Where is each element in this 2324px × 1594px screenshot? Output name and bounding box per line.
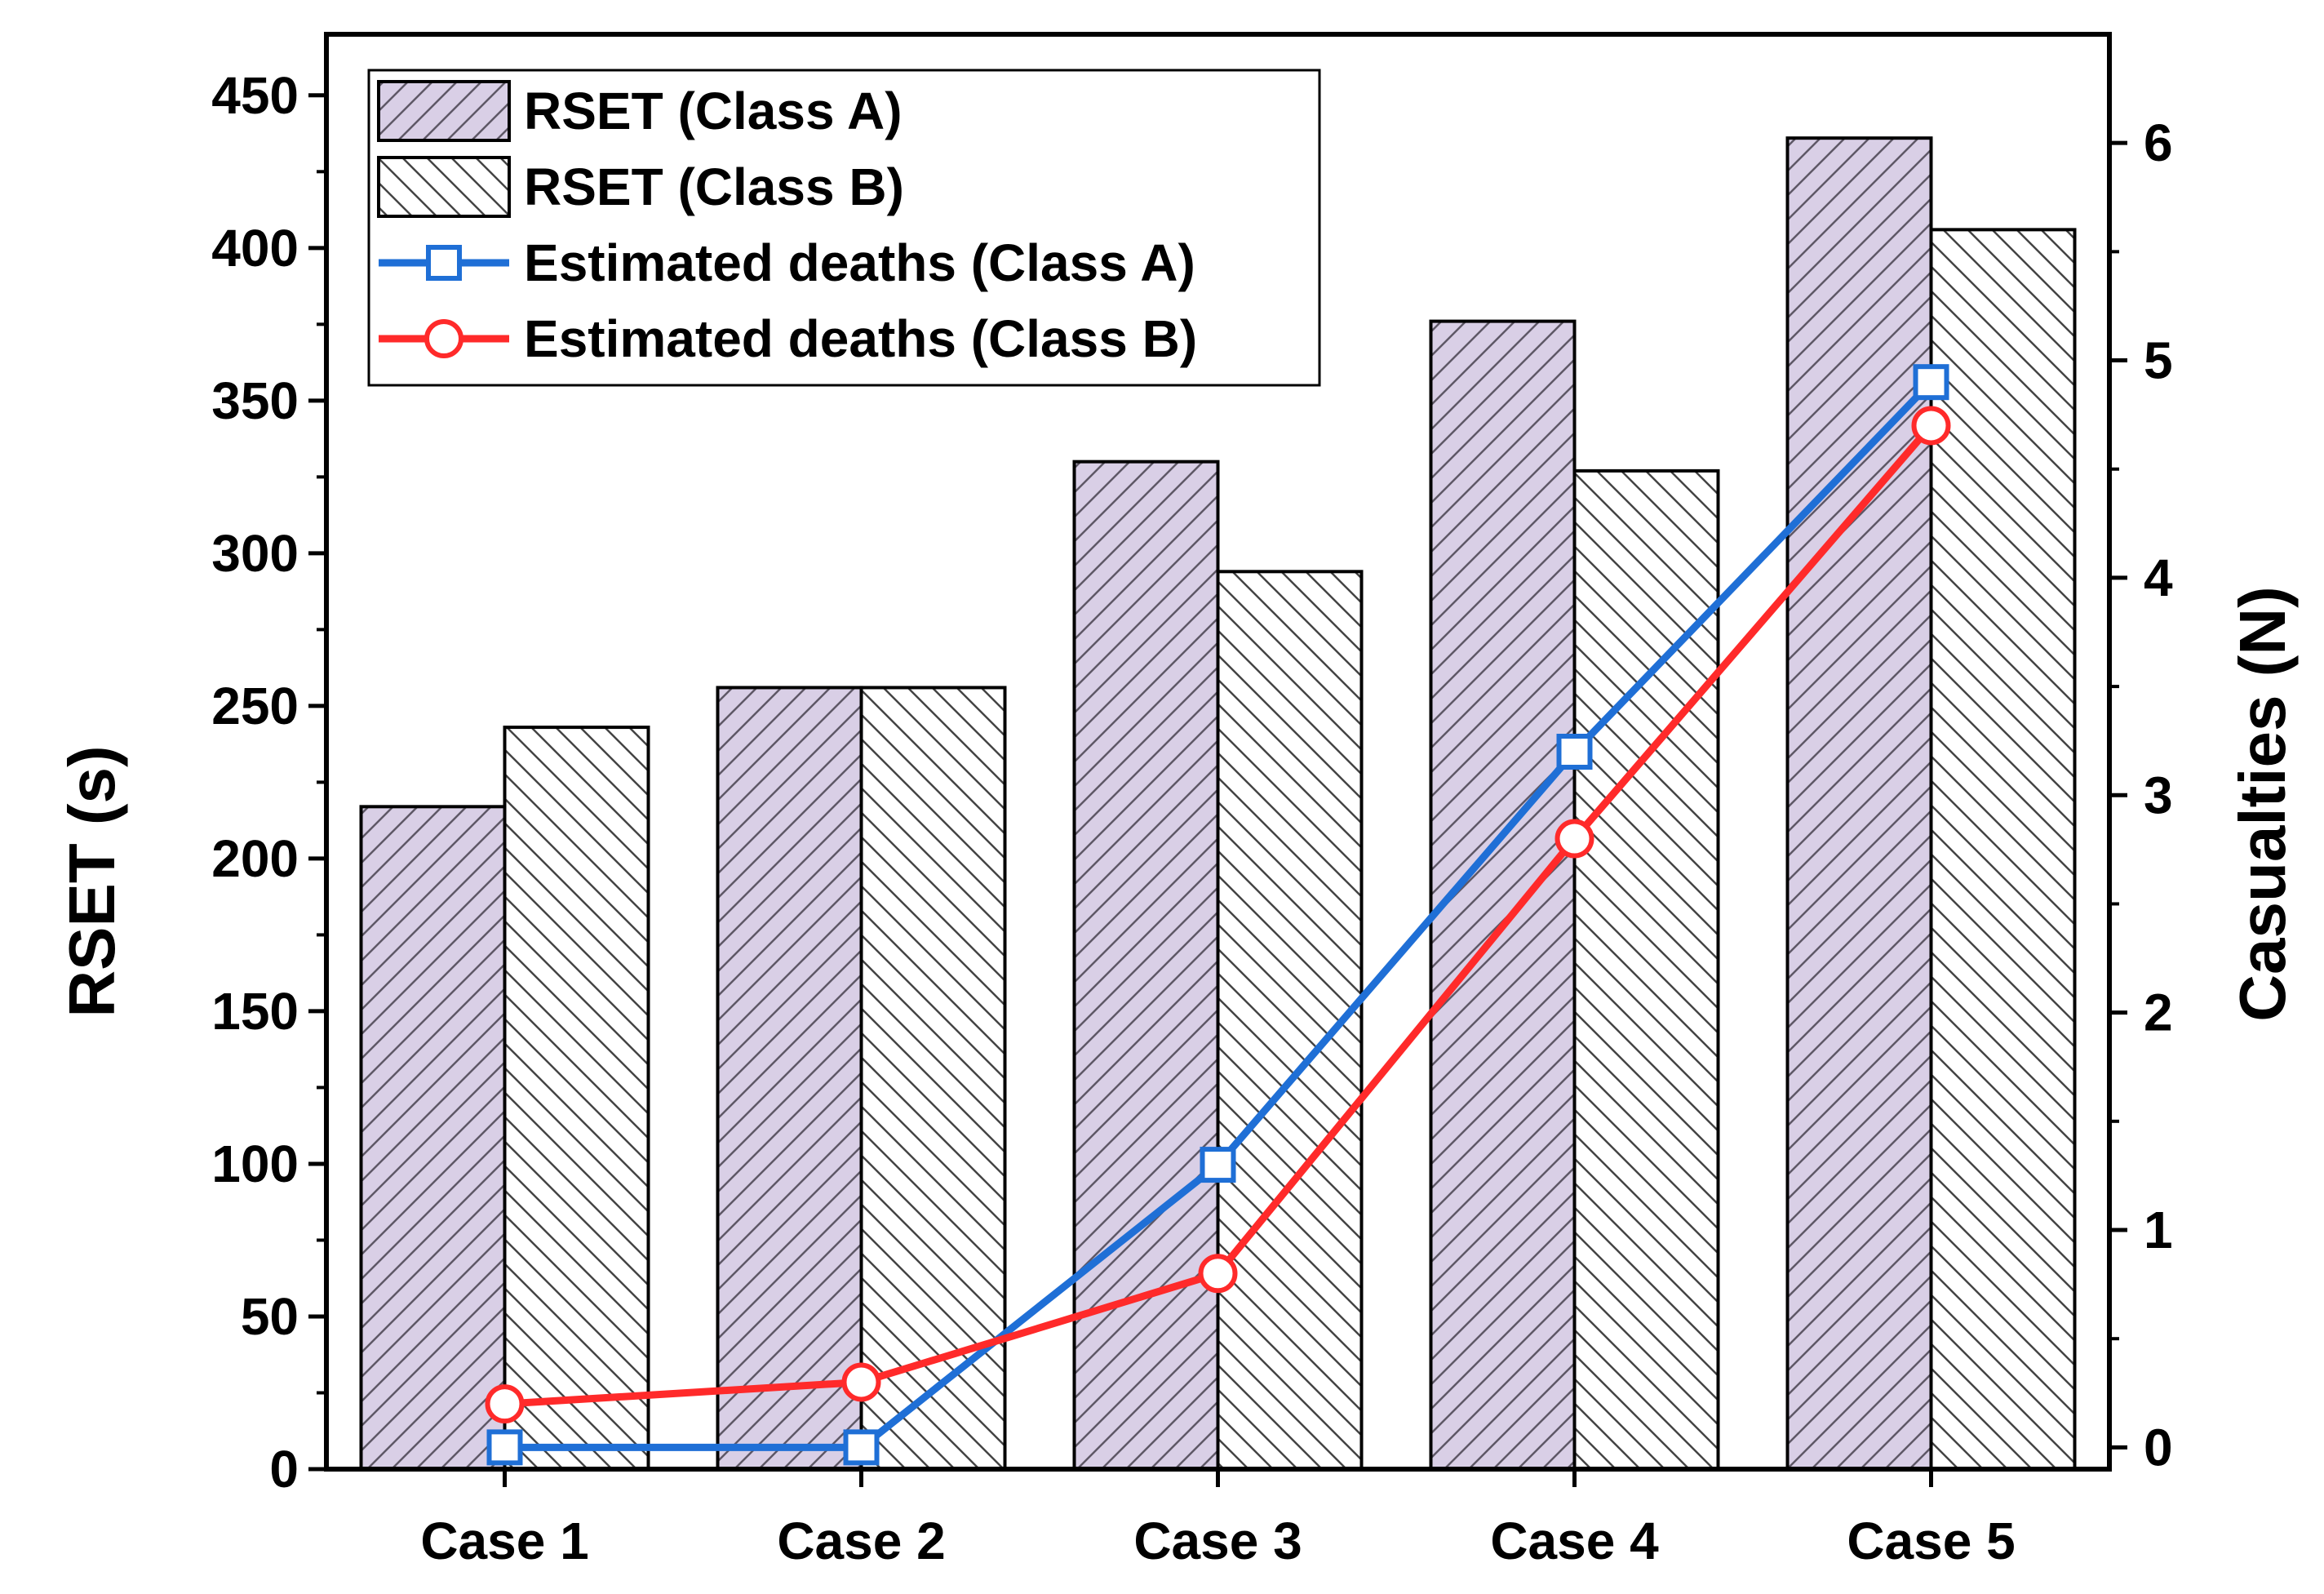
y2-tick-label-6: 6: [2144, 113, 2173, 172]
bar-class-b-1: [503, 726, 650, 1471]
marker-deaths-class-b-2: [841, 1362, 881, 1402]
marker-deaths-class-b-3: [1198, 1254, 1238, 1294]
x-tick-label-4: Case 4: [1490, 1512, 1659, 1570]
x-tick-label-2: Case 2: [777, 1512, 945, 1570]
y-tick-label-250: 250: [211, 677, 299, 735]
y2-tick-label-5: 5: [2144, 331, 2173, 390]
bar-class-a-3: [1072, 460, 1220, 1471]
x-tick-label-3: Case 3: [1133, 1512, 1302, 1570]
y2-tick-label-1: 1: [2144, 1201, 2173, 1259]
legend-label-3: Estimated deaths (Class A): [524, 233, 1195, 292]
legend-swatch-rset-class-a: [377, 80, 511, 142]
legend-box: [367, 69, 1321, 387]
marker-deaths-class-b-5: [1911, 406, 1951, 446]
y-tick-label-300: 300: [211, 524, 299, 583]
bar-class-a-2: [716, 686, 863, 1471]
lines-group: [485, 364, 1951, 1466]
bar-class-a-1: [359, 805, 507, 1471]
marker-deaths-class-b-1: [485, 1384, 525, 1424]
legend: RSET (Class A) RSET (Class B) Estimated de…: [367, 69, 1321, 387]
y-tick-label-50: 50: [241, 1287, 299, 1346]
marker-deaths-class-a-5: [1913, 364, 1949, 401]
left-axis: 0 50 100 150 200 250 300 350 400 450: [211, 66, 326, 1499]
y2-tick-label-3: 3: [2144, 766, 2173, 824]
bar-class-b-5: [1929, 228, 2077, 1472]
legend-label-4: Estimated deaths (Class B): [524, 309, 1197, 368]
y-tick-label-400: 400: [211, 219, 299, 278]
y-axis-title: RSET (s): [55, 745, 128, 1017]
x-tick-label-5: Case 5: [1847, 1512, 2015, 1570]
y-tick-label-200: 200: [211, 829, 299, 888]
marker-deaths-class-a-4: [1556, 734, 1593, 770]
marker-deaths-class-a-1: [486, 1429, 523, 1466]
right-axis: 0 1 2 3 4 5 6: [2109, 113, 2173, 1476]
legend-label-1: RSET (Class A): [524, 82, 903, 140]
x-tick-label-1: Case 1: [420, 1512, 588, 1570]
y2-axis-title: Casualties (N): [2226, 586, 2299, 1021]
bar-class-a-5: [1785, 136, 1933, 1472]
y-tick-label-150: 150: [211, 982, 299, 1041]
y-tick-label-100: 100: [211, 1134, 299, 1193]
legend-label-2: RSET (Class B): [524, 158, 904, 216]
marker-deaths-class-a-3: [1200, 1147, 1236, 1183]
y2-tick-label-2: 2: [2144, 983, 2173, 1042]
y2-tick-label-0: 0: [2144, 1418, 2173, 1476]
y-tick-label-450: 450: [211, 66, 299, 125]
legend-marker-deaths-class-b: [424, 319, 463, 358]
x-axis: Case 1 Case 2 Case 3 Case 4 Case 5: [420, 1469, 2016, 1570]
y2-tick-label-4: 4: [2144, 548, 2173, 607]
legend-swatch-rset-class-b: [377, 156, 511, 218]
y-tick-label-0: 0: [269, 1440, 299, 1499]
marker-deaths-class-a-2: [843, 1429, 880, 1466]
bar-class-b-3: [1216, 570, 1364, 1471]
y-tick-label-350: 350: [211, 371, 299, 430]
marker-deaths-class-b-4: [1555, 819, 1594, 859]
legend-marker-deaths-class-a: [426, 245, 462, 281]
